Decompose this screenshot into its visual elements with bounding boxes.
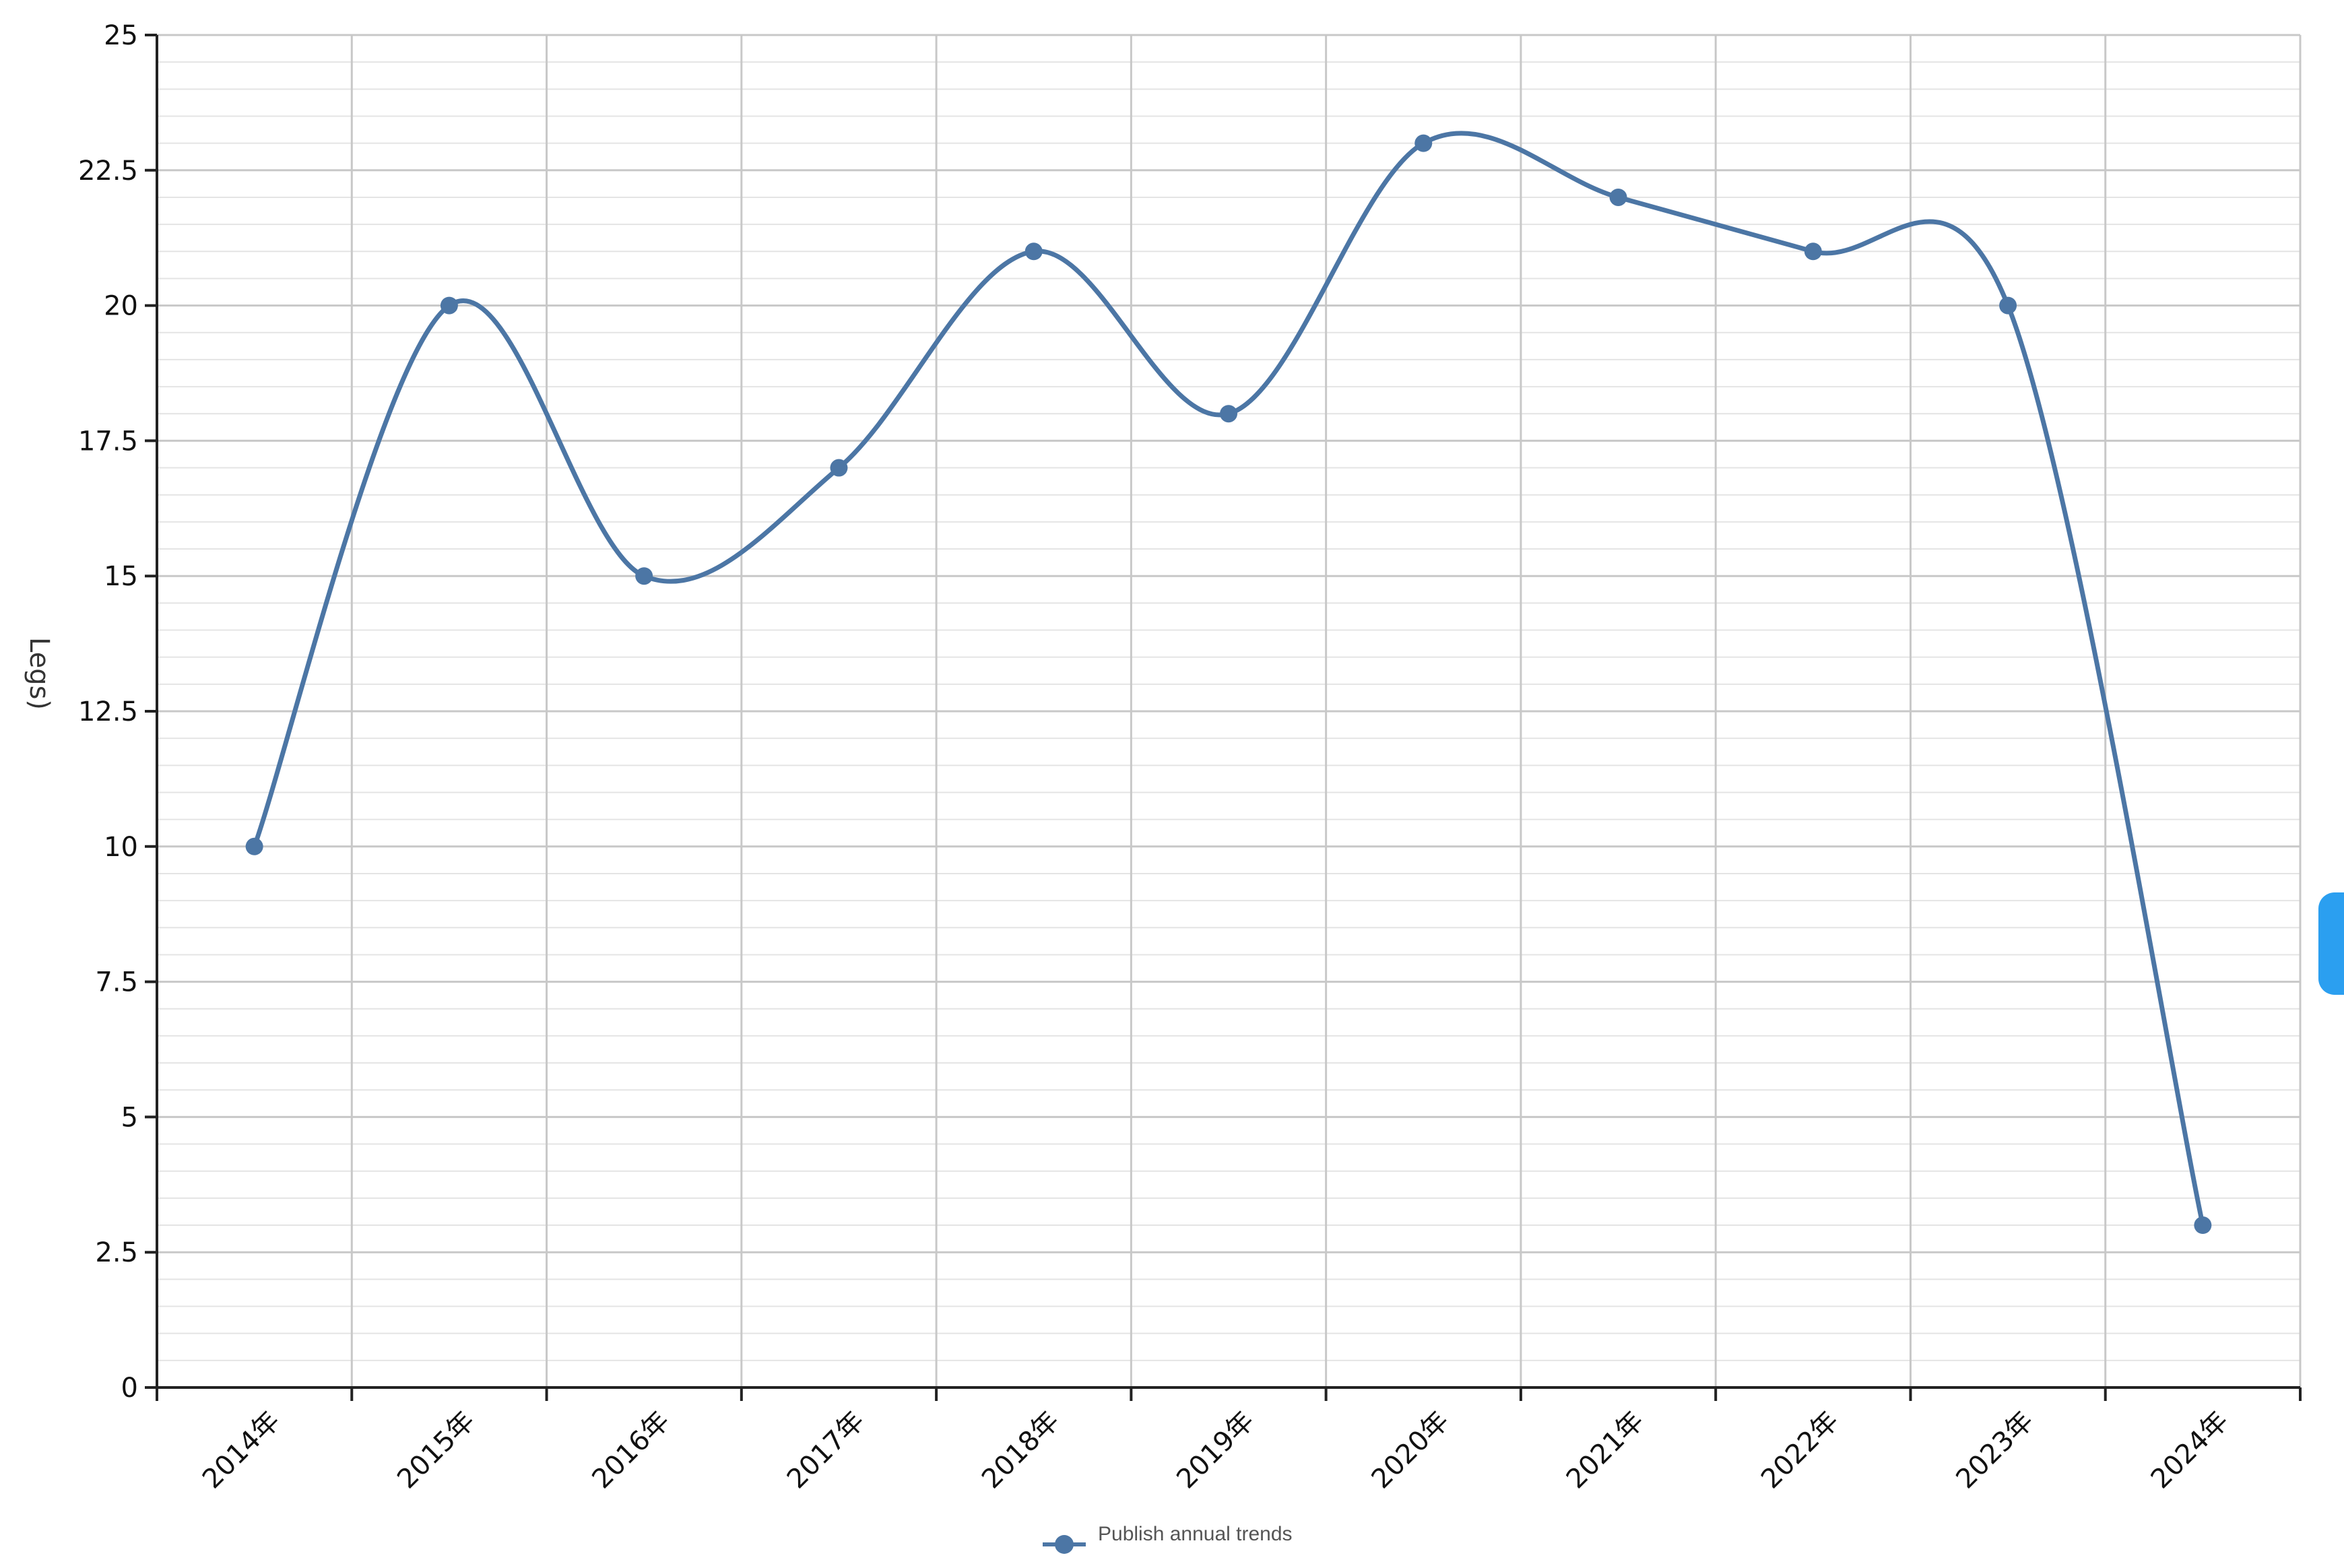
y-tick-label: 0	[121, 1373, 138, 1404]
data-point	[1804, 242, 1822, 261]
legend[interactable]: Publish annual trends	[1043, 1523, 1293, 1554]
x-tick-label: 2024年	[2145, 1406, 2235, 1495]
x-tick-label: 2017年	[781, 1406, 871, 1495]
y-tick-label: 7.5	[95, 967, 138, 998]
data-point	[1999, 296, 2017, 315]
data-point	[1024, 242, 1043, 261]
legend-series-label: Publish annual trends	[1098, 1523, 1293, 1545]
y-tick-label: 15	[104, 561, 138, 592]
y-axis-ticks: 0 2.5 5 7.5 10 12.5 15 17.5 20 22.5 25	[78, 20, 157, 1404]
data-point	[830, 459, 848, 477]
x-tick-label: 2016年	[586, 1406, 676, 1495]
y-tick-label: 12.5	[78, 696, 138, 727]
data-point	[1609, 188, 1627, 206]
side-feedback-tab[interactable]	[2318, 892, 2344, 995]
y-axis-title: Legs)	[24, 637, 55, 710]
y-tick-label: 2.5	[95, 1237, 138, 1268]
data-point	[245, 837, 263, 855]
y-tick-label: 5	[121, 1102, 138, 1133]
minor-grid	[157, 61, 2300, 1361]
x-tick-label: 2018年	[976, 1406, 1066, 1495]
x-axis-ticks: 2014年 2015年 2016年 2017年 2018年 2019年 2020年 2021年…	[156, 1387, 2302, 1495]
major-grid	[157, 34, 2302, 1387]
x-tick-label: 2022年	[1755, 1406, 1845, 1495]
x-tick-label: 2021年	[1561, 1406, 1650, 1495]
data-point	[1220, 405, 1237, 423]
data-point	[440, 296, 458, 315]
y-tick-label: 20	[104, 291, 138, 322]
y-tick-label: 17.5	[78, 426, 138, 457]
y-tick-label: 10	[104, 832, 138, 863]
y-tick-label: 25	[104, 20, 138, 51]
y-tick-label: 22.5	[78, 156, 138, 187]
x-tick-label: 2019年	[1171, 1406, 1260, 1495]
x-tick-label: 2014年	[197, 1406, 286, 1495]
x-tick-label: 2020年	[1366, 1406, 1456, 1495]
data-point	[2194, 1216, 2212, 1235]
x-tick-label: 2023年	[1950, 1406, 2040, 1495]
data-point	[635, 567, 653, 585]
legend-series-marker	[1055, 1535, 1074, 1554]
axes	[156, 35, 2300, 1401]
x-tick-label: 2015年	[391, 1406, 481, 1495]
data-points	[245, 134, 2212, 1235]
data-point	[1414, 134, 1433, 152]
